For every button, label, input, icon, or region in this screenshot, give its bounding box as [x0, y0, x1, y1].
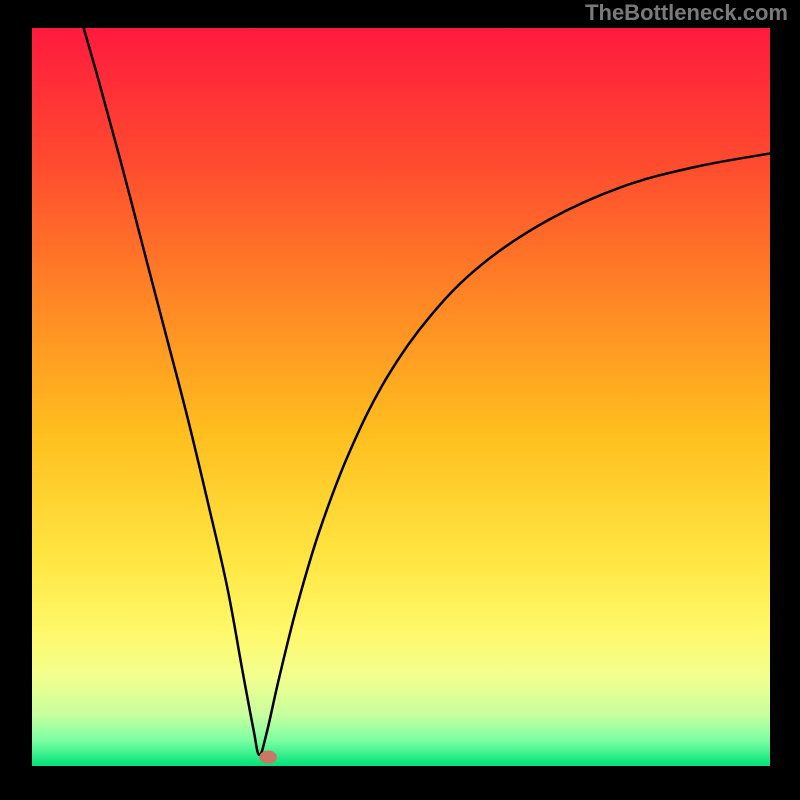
- plot-area: [32, 28, 770, 766]
- chart-outer: TheBottleneck.com: [0, 0, 800, 800]
- chart-svg: [32, 28, 770, 766]
- watermark-text: TheBottleneck.com: [585, 0, 788, 26]
- gradient-background: [32, 28, 770, 766]
- optimum-marker: [259, 751, 277, 764]
